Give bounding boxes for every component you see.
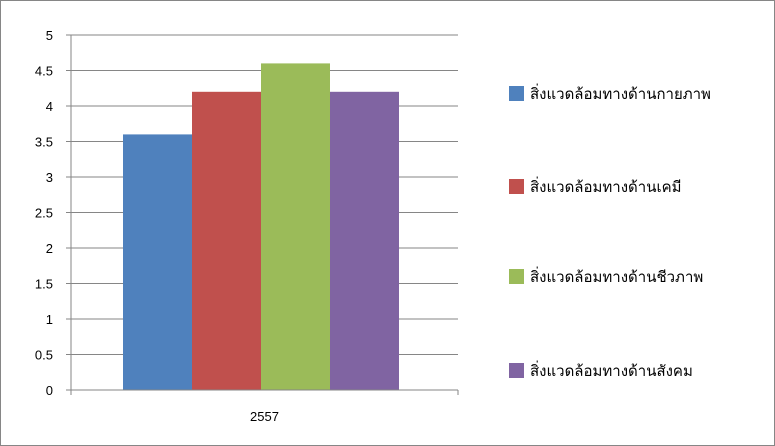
y-tick-label: 2.5 [35,206,53,221]
legend-label-4: สิ่งแวดล้อมทางด้านสังคม [530,360,693,380]
legend-swatch-3 [509,269,524,284]
legend-swatch-1 [509,86,524,101]
y-tick-label: 0 [46,383,53,398]
legend-swatch-4 [509,363,524,378]
legend-label-1: สิ่งแวดล้อมทางด้านกายภาพ [530,83,711,103]
y-tick-label: 1.5 [35,277,53,292]
legend-swatch-2 [509,179,524,194]
bar-4 [330,91,399,391]
y-tick-label: 5 [46,28,53,43]
legend-label-2: สิ่งแวดล้อมทางด้านเคมี [530,176,682,196]
x-axis-categories: 2557 [250,409,279,424]
y-tick-label: 3 [46,170,53,185]
y-tick-label: 0.5 [35,348,53,363]
bar-2 [192,91,261,391]
y-tick-label: 4 [46,99,53,114]
x-category-label: 2557 [250,409,279,424]
axes [66,34,459,395]
y-axis-ticks: 0 0.5 1 1.5 2 2.5 3 3.5 4 4.5 5 [35,28,53,398]
bars [123,63,399,391]
bar-1 [123,134,192,390]
y-tick-label: 4.5 [35,64,53,79]
y-tick-label: 1 [46,312,53,327]
y-tick-label: 2 [46,241,53,256]
bar-3 [261,63,330,391]
y-tick-label: 3.5 [35,135,53,150]
legend-label-3: สิ่งแวดล้อมทางด้านชีวภาพ [530,266,703,286]
legend: สิ่งแวดล้อมทางด้านกายภาพสิ่งแวดล้อมทางด้… [509,83,711,380]
